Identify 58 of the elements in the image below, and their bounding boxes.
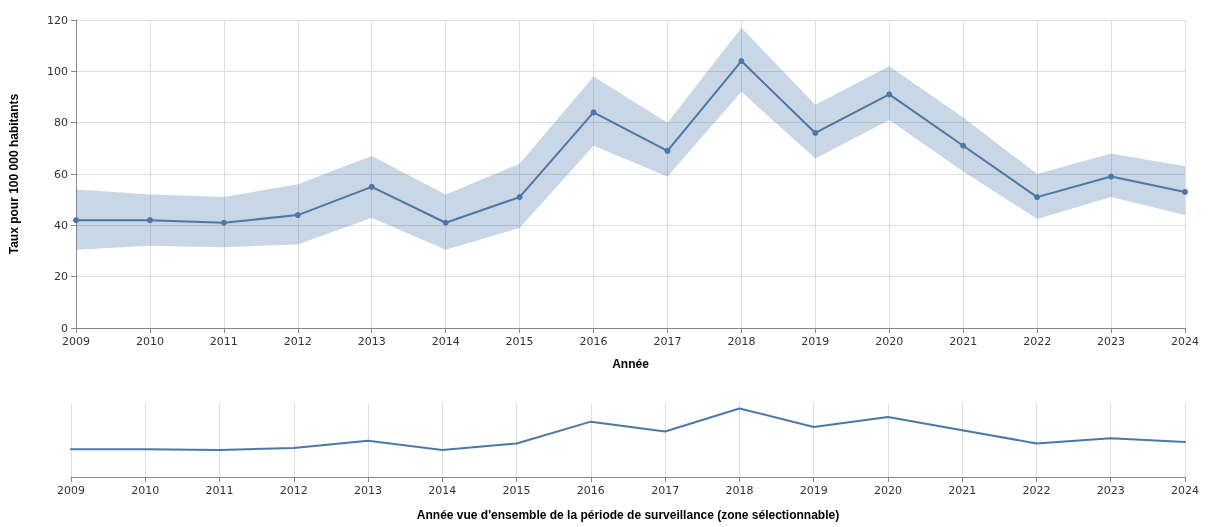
x-tick-label: 2019 — [799, 484, 828, 497]
y-tick-label: 40 — [54, 218, 68, 232]
x-tick-label: 2016 — [576, 484, 605, 497]
point — [590, 109, 597, 116]
x-tick-label: 2021 — [948, 484, 977, 497]
y-tick-label: 80 — [54, 116, 68, 130]
x-tick-label: 2014 — [431, 335, 460, 348]
y-tick-label: 60 — [54, 167, 68, 181]
point — [146, 217, 153, 224]
x-tick-label: 2024 — [1171, 484, 1199, 497]
x-tick-label: 2022 — [1023, 335, 1052, 348]
x-tick-label: 2016 — [579, 335, 608, 348]
point — [1182, 188, 1188, 195]
point — [516, 194, 523, 201]
point — [1034, 194, 1041, 201]
x-tick-label: 2023 — [1097, 335, 1126, 348]
x-tick-label: 2020 — [875, 335, 904, 348]
point — [664, 147, 671, 154]
x-tick-label: 2020 — [873, 484, 902, 497]
x-tick-label: 2024 — [1171, 335, 1199, 348]
x-tick-label: 2015 — [502, 484, 531, 497]
x-tick-label: 2009 — [57, 484, 85, 497]
y-tick-label: 120 — [47, 13, 68, 27]
point — [73, 217, 79, 224]
x-tick-label: 2011 — [205, 484, 234, 497]
x-tick-label: 2021 — [949, 335, 978, 348]
y-tick-label: 0 — [61, 321, 68, 335]
x-tick-label: 2017 — [651, 484, 680, 497]
point — [960, 142, 967, 149]
point — [812, 129, 819, 136]
x-tick-label: 2013 — [357, 335, 386, 348]
y-tick-label: 100 — [47, 64, 68, 78]
x-tick-label: 2014 — [428, 484, 457, 497]
x-tick-label: 2015 — [505, 335, 534, 348]
point — [738, 58, 745, 65]
x-tick-label: 2019 — [801, 335, 830, 348]
x-tick-label: 2012 — [279, 484, 308, 497]
point — [294, 212, 301, 219]
x-tick-label: 2023 — [1096, 484, 1125, 497]
y-tick-label: 20 — [54, 270, 68, 284]
x-tick-label: 2017 — [653, 335, 682, 348]
x-tick-label: 2012 — [283, 335, 312, 348]
x-tick-label: 2018 — [727, 335, 756, 348]
x-tick-label: 2010 — [135, 335, 164, 348]
x-tick-label: 2010 — [131, 484, 160, 497]
point — [220, 219, 227, 226]
point — [368, 183, 375, 190]
point — [886, 91, 893, 98]
x-tick-label: 2022 — [1022, 484, 1051, 497]
x-tick-label: 2011 — [209, 335, 238, 348]
point — [1108, 173, 1115, 180]
x-tick-label: 2018 — [725, 484, 754, 497]
y-axis-title: Taux pour 100 000 habitants — [7, 93, 21, 255]
point — [442, 219, 449, 226]
x-tick-label: 2013 — [354, 484, 383, 497]
x-axis-title: Année — [612, 357, 650, 371]
x-axis-title: Année vue d'ensemble de la période de surveillance (zone sélectionnable) — [416, 508, 840, 522]
x-tick-label: 2009 — [62, 335, 90, 348]
